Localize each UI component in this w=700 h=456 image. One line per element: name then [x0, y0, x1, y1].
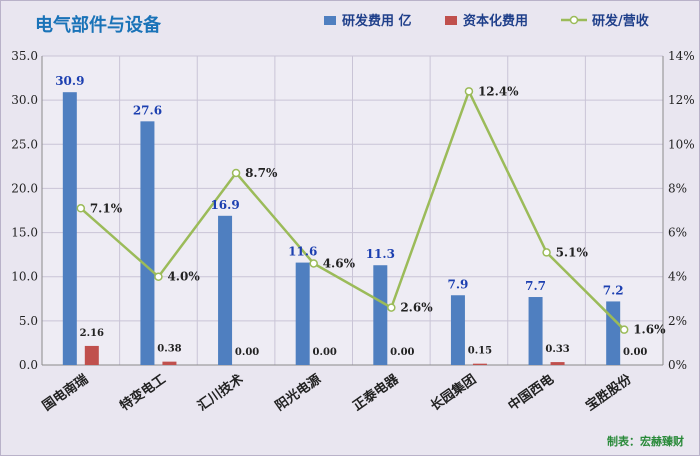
bar-rd: [528, 297, 543, 365]
y-left-tick-label: 30.0: [11, 93, 38, 107]
ratio-point: [231, 168, 241, 178]
y-right-tick-label: 4%: [668, 270, 687, 284]
bar-rd-label: 11.6: [288, 245, 317, 259]
y-left-tick-label: 0.0: [19, 358, 38, 372]
bar-rd-label: 7.7: [525, 279, 546, 293]
y-right-tick-label: 2%: [668, 314, 687, 328]
bar-rd: [62, 92, 77, 365]
x-category-label: 正泰电器: [350, 371, 403, 415]
bar-rd-label: 30.9: [55, 74, 84, 88]
bar-capitalized: [162, 361, 177, 365]
chart-title: 电气部件与设备: [35, 14, 162, 36]
bar-rd-label: 7.2: [603, 283, 624, 297]
ratio-point: [464, 87, 474, 96]
y-right-tick-label: 12%: [668, 93, 695, 107]
bar-rd-label: 7.9: [447, 277, 468, 291]
x-category-label: 汇川技术: [195, 371, 247, 414]
y-right-tick-label: 14%: [668, 49, 695, 63]
bar-capitalized: [550, 362, 565, 365]
legend-label-ratio: 研发/营收: [592, 13, 650, 29]
legend-marker-ratio: [569, 15, 579, 25]
ratio-point: [387, 303, 396, 312]
bar-capitalized-label: 0.00: [623, 347, 647, 358]
legend-label-capitalized: 资本化费用: [463, 13, 528, 29]
bar-rd: [218, 215, 233, 365]
bar-capitalized-label: 0.15: [468, 346, 492, 357]
ratio-point-label: 12.4%: [478, 84, 519, 98]
bar-capitalized: [472, 363, 487, 365]
bar-capitalized-label: 0.00: [313, 347, 337, 358]
ratio-point: [619, 325, 629, 334]
footer-credit: 制表：宏赫臻财: [607, 434, 684, 448]
x-category-label: 阳光电源: [272, 371, 324, 414]
y-left-tick-label: 15.0: [11, 226, 38, 240]
legend-swatch-rd: [324, 16, 336, 25]
ratio-point: [542, 248, 551, 257]
bar-rd-label: 27.6: [133, 103, 162, 117]
legend: 研发费用 亿 资本化费用 研发/营收: [324, 13, 650, 29]
y-right-tick-label: 10%: [668, 137, 695, 151]
ratio-point: [154, 272, 163, 281]
bar-rd: [140, 121, 155, 366]
bars: [62, 92, 621, 366]
y-left-tick-label: 20.0: [11, 181, 38, 195]
bar-capitalized: [84, 345, 99, 365]
bar-capitalized-label: 0.00: [235, 347, 259, 358]
ratio-polyline: [79, 88, 626, 331]
bar-rd: [373, 265, 388, 365]
ratio-point-label: 5.1%: [556, 245, 589, 259]
y-left-tick-label: 25.0: [11, 137, 38, 151]
y-right-tick-label: 6%: [668, 226, 687, 240]
legend-swatch-capitalized: [445, 16, 457, 25]
x-category-label: 国电南瑞: [39, 371, 91, 414]
ratio-point-label: 2.6%: [400, 301, 433, 315]
bar-rd: [450, 295, 465, 365]
y-left-tick-label: 35.0: [11, 49, 38, 63]
y-right-tick-label: 0%: [668, 358, 687, 372]
bar-capitalized-label: 2.16: [80, 328, 104, 339]
ratio-line: [76, 87, 629, 334]
bar-rd-label: 11.3: [366, 247, 395, 261]
bar-capitalized-label: 0.00: [390, 347, 414, 358]
x-category-label: 长园集团: [427, 371, 479, 414]
ratio-point: [309, 259, 318, 268]
data-labels: 30.9 2.16 27.6 0.38 16.9 0.00 11.6 0.00 11.3 0.00…: [55, 74, 666, 358]
x-category-label: 特变电工: [117, 371, 169, 414]
ratio-point-label: 4.0%: [167, 270, 200, 284]
bar-rd: [606, 301, 621, 365]
bar-rd: [295, 262, 310, 365]
ratio-point: [76, 204, 86, 213]
x-category-label: 宝胜股份: [583, 371, 636, 415]
y-left-tick-label: 5.0: [19, 314, 38, 328]
ratio-point-label: 1.6%: [633, 323, 666, 337]
ratio-point-label: 8.7%: [245, 166, 278, 180]
bar-capitalized-label: 0.38: [157, 344, 181, 355]
y-left-tick-label: 10.0: [11, 270, 38, 284]
bar-capitalized-label: 0.33: [545, 344, 569, 355]
ratio-point-label: 7.1%: [90, 201, 123, 215]
ratio-point-label: 4.6%: [323, 256, 356, 270]
legend-label-rd: 研发费用 亿: [342, 13, 412, 29]
bar-rd-label: 16.9: [210, 198, 239, 212]
x-category-label: 中国西电: [505, 371, 557, 414]
y-right-tick-label: 8%: [668, 181, 687, 195]
